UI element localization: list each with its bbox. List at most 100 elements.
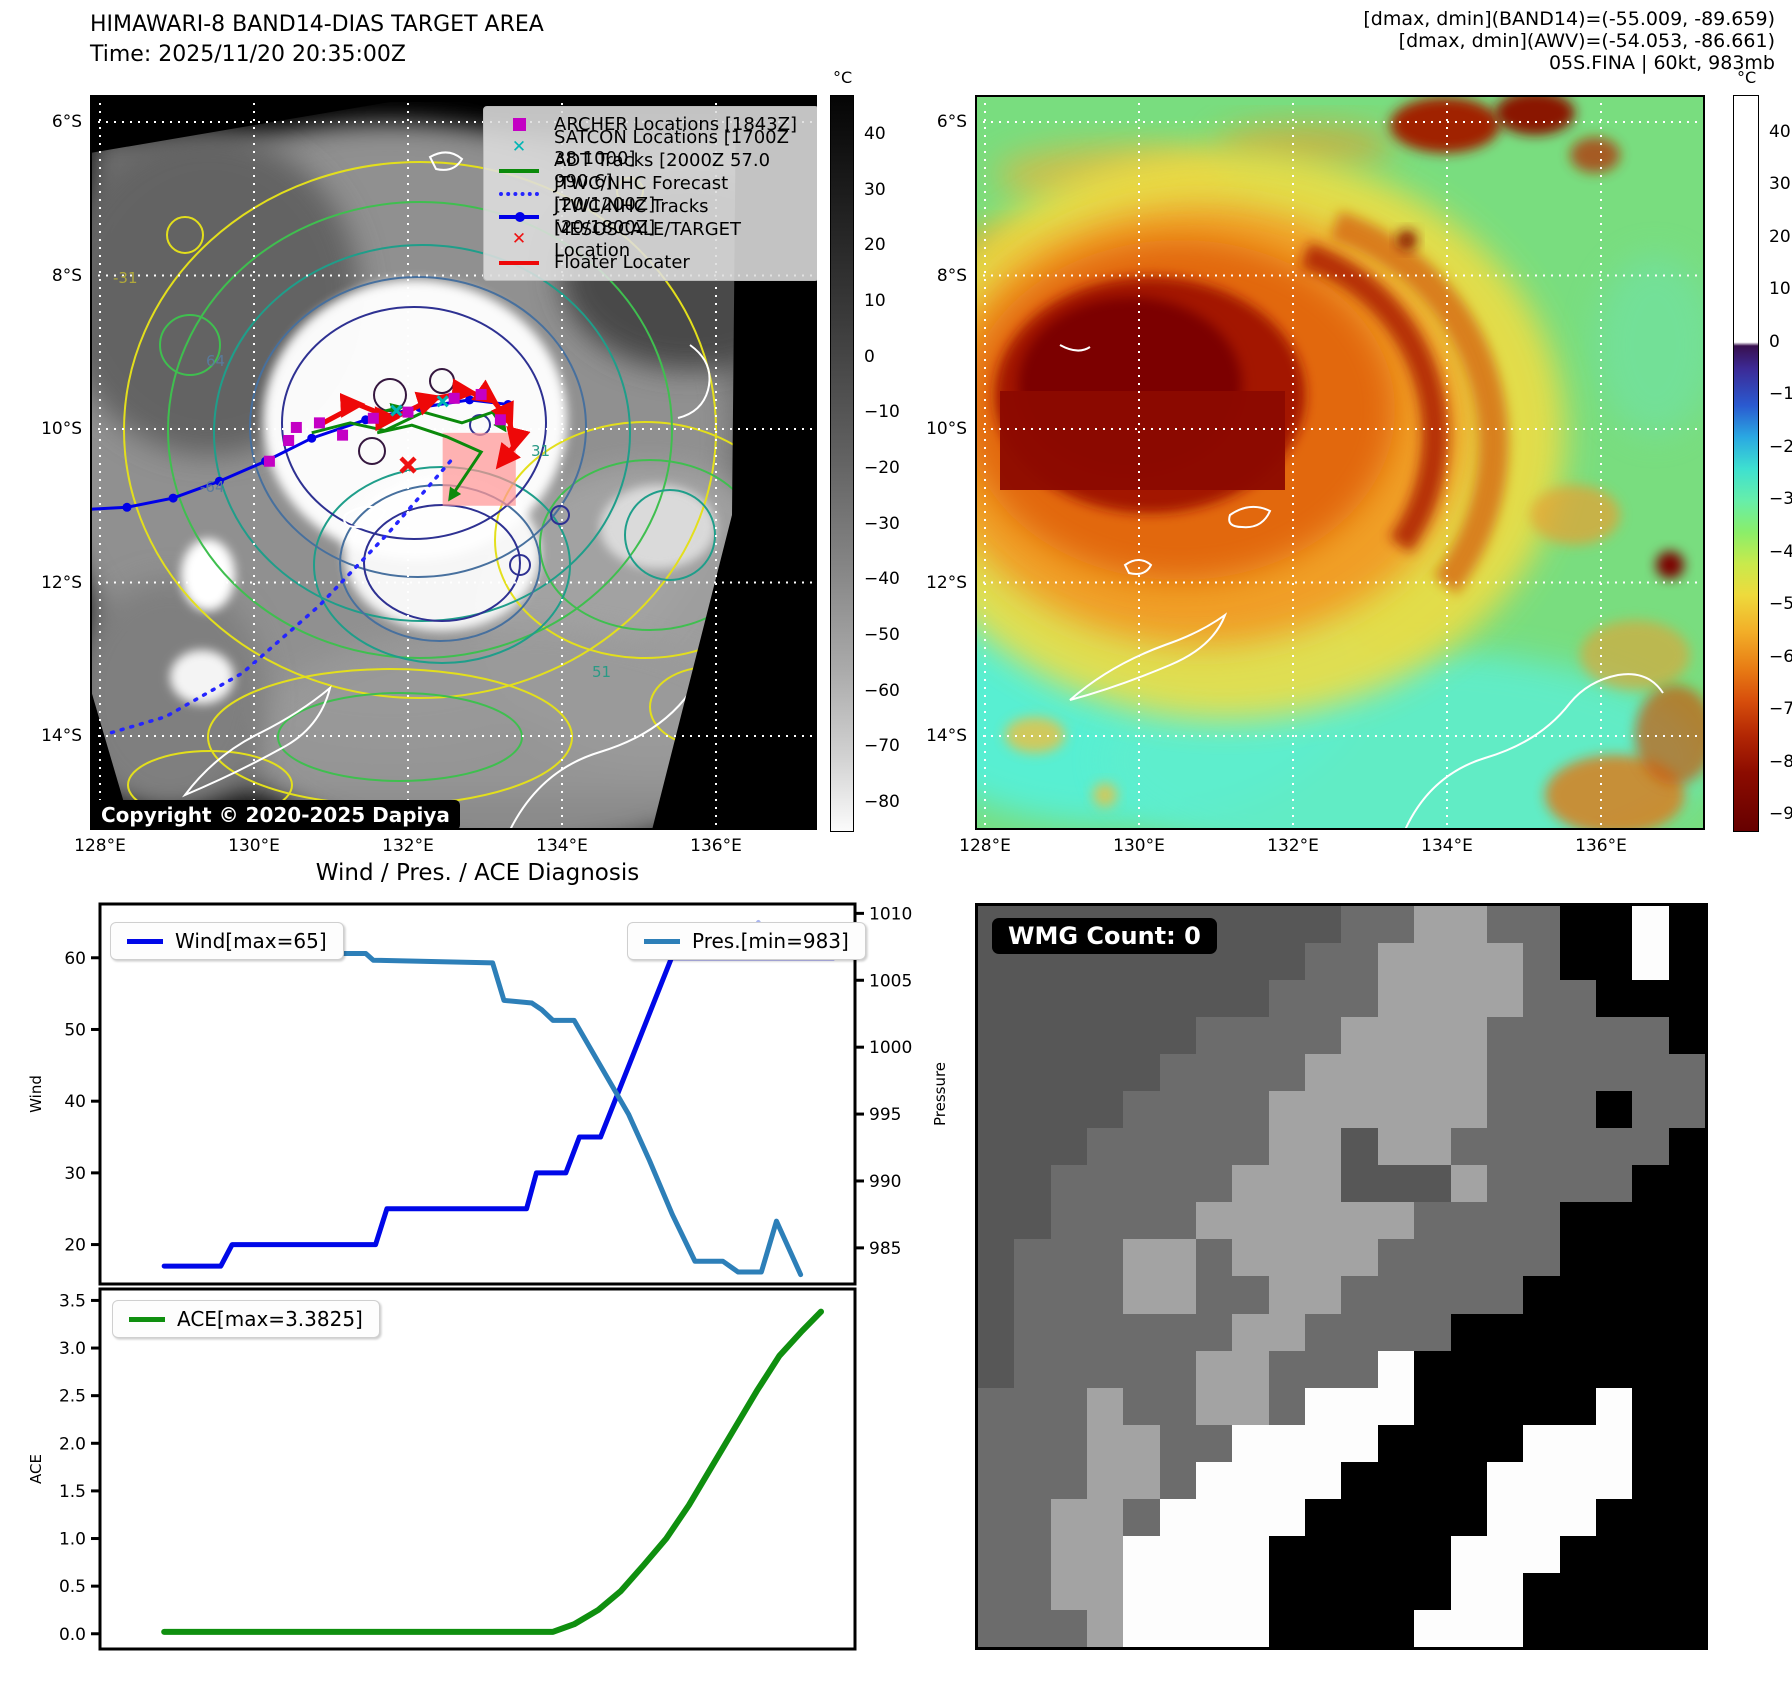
wmg-cell [1523,1017,1560,1055]
wmg-cell [1414,1313,1451,1351]
wmg-cell [1305,1276,1342,1314]
wmg-cell [1595,1165,1633,1203]
awv-map-canvas [975,95,1705,830]
wmg-cell [1595,1202,1633,1240]
wmg-cell [1196,1572,1233,1610]
wmg-cell [1595,1461,1633,1499]
colorbar-tick-label: −20 [864,458,900,479]
wmg-cell [1305,1313,1342,1351]
wmg-cell [1595,1091,1633,1129]
wmg-cell [1232,1239,1269,1277]
satcon-location-marker [436,395,449,408]
wmg-cell [1123,1202,1160,1240]
wmg-cell [978,1350,1015,1388]
wmg-cell [1450,1424,1487,1462]
wmg-cell [1450,1054,1487,1092]
right-axis-tick: 985 [869,1239,901,1259]
legend-label: JTWC/NHC Tracks [20/1800Z] [554,195,709,238]
wmg-cell [1632,1424,1669,1462]
wmg-cell [1450,1276,1487,1314]
wmg-cell [1450,1239,1487,1277]
pressure-legend: Pres.[min=983] [627,922,866,960]
wmg-cell [1377,1535,1415,1573]
wmg-cell [1087,1017,1124,1055]
colorbar1-unit: °C [833,68,853,87]
wmg-cell [1196,1202,1233,1240]
wmg-cell [1668,906,1705,944]
wmg-cell [1450,906,1487,944]
wmg-count-badge: WMG Count: 0 [992,918,1217,954]
wmg-cell [1087,1498,1124,1536]
lat-tick-label: 12°S [926,572,967,593]
wmg-cell [1668,1017,1705,1055]
map1-track-overlays: -31 64 -64 31 51 [90,269,611,736]
wmg-cell [1050,1239,1088,1277]
wmg-cell [1159,1609,1197,1647]
wmg-cell [1414,1572,1451,1610]
map1-subtitle: Time: 2025/11/20 20:35:00Z [90,42,406,67]
wmg-cell [1123,1535,1160,1573]
awv-coastline-layer [1059,344,1664,830]
wmg-cell [1450,1498,1487,1536]
wmg-cell [1632,1350,1669,1388]
left-axis-tick: 20 [64,1236,86,1256]
wmg-cell [1305,1239,1342,1277]
left-axis-tick: 3.0 [59,1339,86,1359]
wmg-cell [1377,1572,1415,1610]
lon-tick-label: 132°E [1267,836,1319,856]
wmg-cell [1341,1461,1378,1499]
wmg-cell [1377,943,1415,981]
wmg-cell [1523,1498,1560,1536]
wmg-cell [1632,1276,1669,1314]
wmg-cell [1159,1535,1197,1573]
floater-line-icon [496,260,542,265]
wmg-cell [1050,1572,1088,1610]
colorbar-tick-label: 30 [864,179,886,200]
wmg-cell [1377,1313,1415,1351]
wmg-cell [1050,1387,1088,1425]
wmg-cell [978,1387,1015,1425]
satcon-x-icon: ✕ [511,137,527,157]
wmg-cell [1523,1276,1560,1314]
wmg-cell [1305,980,1342,1018]
wmg-cell [1559,1572,1596,1610]
lat-tick-label: 8°S [51,265,82,286]
wmg-cell [1050,1424,1088,1462]
wmg-cell [1414,1128,1451,1166]
wmg-cell [1159,1387,1197,1425]
wmg-cell [1014,1202,1051,1240]
dmax-dmin-awv: [dmax, dmin](AWV)=(-54.053, -86.661) [1398,30,1775,52]
colorbar-tick-label: 40 [1769,121,1791,142]
lat-tick-label: 6°S [936,112,967,132]
wmg-cell [1523,1239,1560,1277]
wmg-cell [1305,1461,1342,1499]
wmg-cell [1159,980,1197,1018]
wmg-cell [1450,1313,1487,1351]
wmg-cell [978,1054,1015,1092]
wmg-cell [1232,980,1269,1018]
wmg-cell [1123,1387,1160,1425]
wmg-cell [1050,1017,1088,1055]
wmg-cell [1232,1424,1269,1462]
pressure-legend-label: Pres.[min=983] [692,929,849,953]
wmg-cell [1486,1091,1524,1129]
right-axis-tick: 1005 [869,971,912,991]
wmg-cell [1305,906,1342,944]
wmg-cell [1414,980,1451,1018]
wmg-cell [978,1609,1015,1647]
forecast-dotted-icon [496,191,542,196]
wmg-cell [1595,1017,1633,1055]
right-axis-tick: 990 [869,1172,901,1192]
wmg-cell [1159,1165,1197,1203]
wmg-cell [1559,1498,1596,1536]
wmg-cell [1523,1572,1560,1610]
wmg-cell [1123,1017,1160,1055]
archer-location-marker [337,429,349,441]
wmg-cell [1196,1609,1233,1647]
wmg-grayscale-grid [978,906,1705,1647]
lon-tick-label: 134°E [1421,836,1473,856]
colorbar-tick-label: −30 [1769,489,1792,510]
contour-value-label: 64 [206,352,225,370]
wmg-cell [1268,1017,1306,1055]
wmg-cell [1414,1165,1451,1203]
